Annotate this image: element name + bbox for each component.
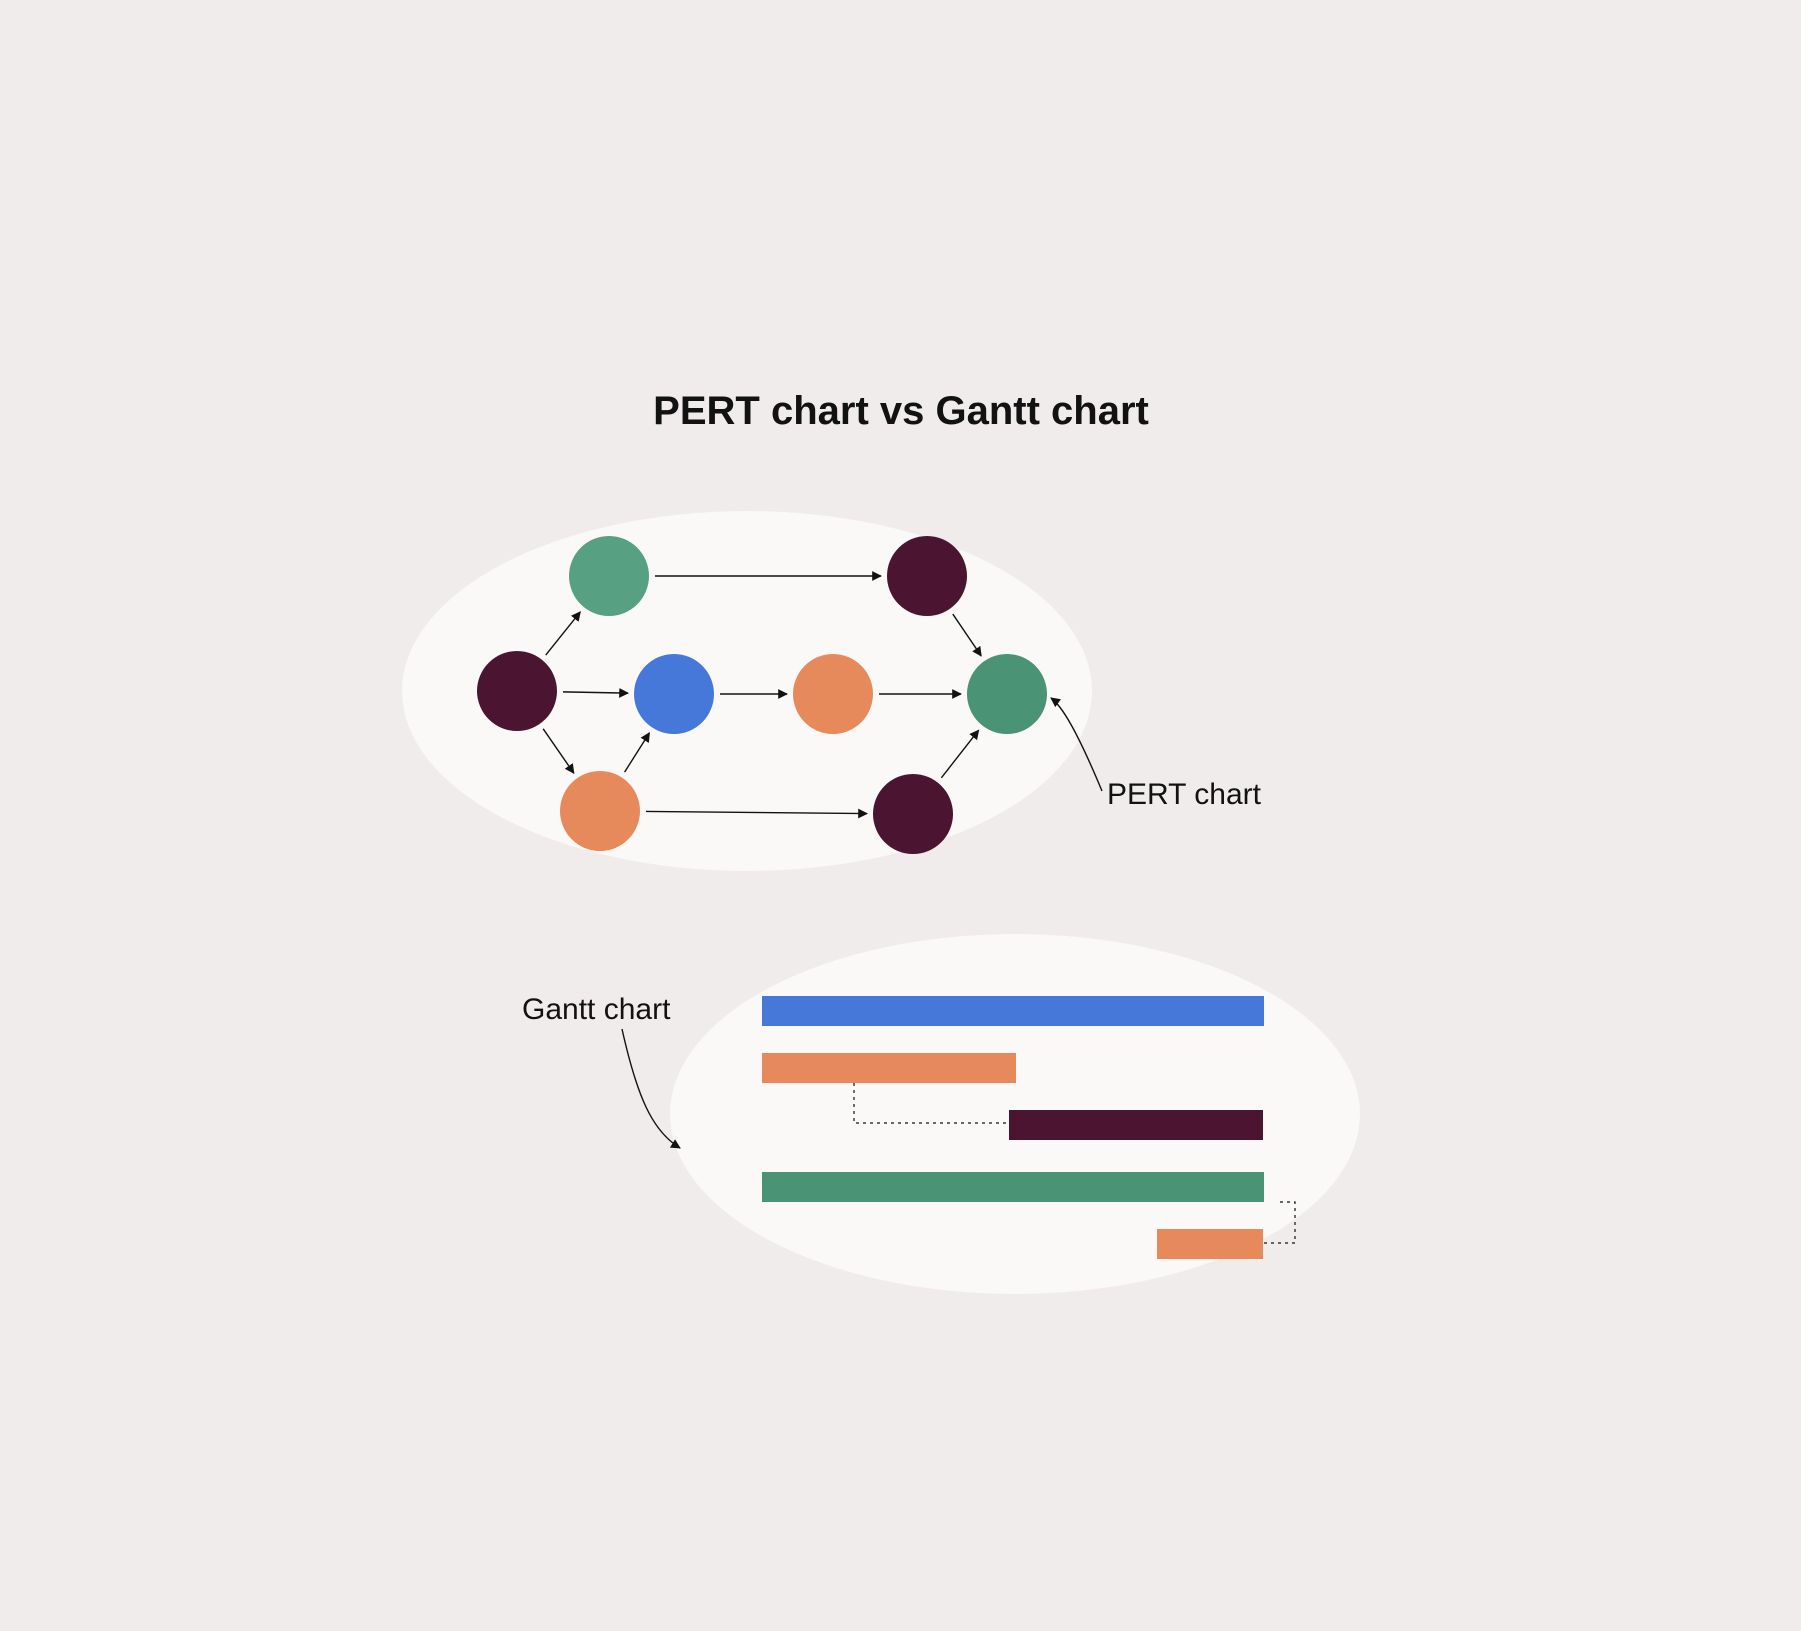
pert-node-c [560,771,640,851]
gantt-bar-b1 [762,996,1264,1026]
gantt-label: Gantt chart [522,993,671,1026]
gantt-bar-b3 [1009,1110,1263,1140]
pert-node-e [793,654,873,734]
pert-node-b [569,536,649,616]
pert-node-f [887,536,967,616]
pert-node-g [873,774,953,854]
gantt-bar-b2 [762,1053,1016,1083]
diagram-canvas: PERT chart vs Gantt chart PERT chart Gantt… [327,336,1475,1296]
page-title: PERT chart vs Gantt chart [653,389,1149,433]
gantt-bar-b5 [1157,1229,1263,1259]
pert-label: PERT chart [1107,778,1262,811]
pert-node-a [477,651,557,731]
gantt-bar-b4 [762,1172,1264,1202]
pert-node-d [634,654,714,734]
pert-node-h [967,654,1047,734]
